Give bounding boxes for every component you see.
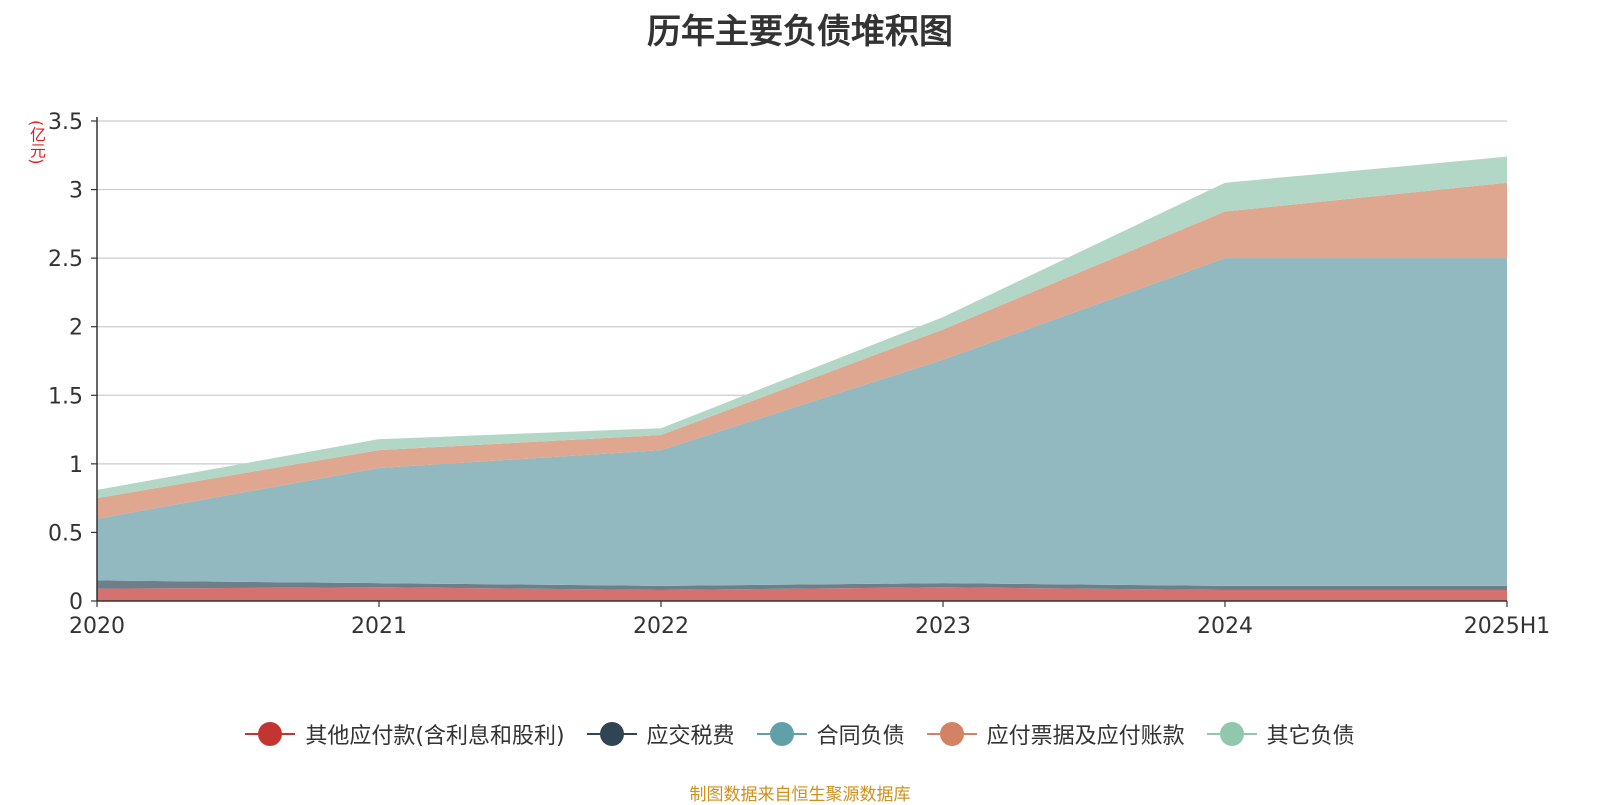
y-tick-label: 0.5 [48,521,83,546]
legend-label: 其他应付款(含利息和股利) [305,718,564,750]
y-tick-label: 3.5 [48,110,83,135]
x-tick-label: 2020 [69,614,125,639]
legend-item[interactable]: 应付票据及应付账款 [927,718,1185,750]
y-tick-label: 1.5 [48,384,83,409]
x-tick-label: 2024 [1197,614,1253,639]
y-tick-label: 0 [69,590,83,615]
legend-swatch-icon [757,722,807,746]
x-tick-label: 2023 [915,614,971,639]
legend-swatch-icon [587,722,637,746]
x-tick-label: 2022 [633,614,689,639]
area-3 [97,258,1507,586]
legend-swatch-dot [1220,722,1244,746]
y-tick-label: 2.5 [48,247,83,272]
legend-swatch-icon [927,722,977,746]
y-tick-label: 3 [69,179,83,204]
legend-swatch-dot [258,722,282,746]
legend-swatch-dot [600,722,624,746]
legend-item[interactable]: 其他应付款(含利息和股利) [245,718,564,750]
source-note: 制图数据来自恒生聚源数据库 [0,780,1600,805]
legend-label: 应付票据及应付账款 [987,718,1185,750]
legend-swatch-icon [1207,722,1257,746]
y-tick-label: 1 [69,453,83,478]
stacked-area-plot: 0 0.5 1 1.5 2 2.5 3 3.5 2020 2021 2022 2023 2024 2025… [0,0,1600,700]
y-tick-label: 2 [69,316,83,341]
legend-item[interactable]: 其它负债 [1207,718,1355,750]
legend: 其他应付款(含利息和股利) 应交税费 合同负债 应付票据及应付账款 其它负债 [0,718,1600,750]
x-tick-label: 2021 [351,614,407,639]
legend-swatch-icon [245,722,295,746]
x-tick-label: 2025H1 [1464,614,1551,639]
legend-label: 合同负债 [817,718,905,750]
legend-label: 应交税费 [647,718,735,750]
legend-swatch-dot [940,722,964,746]
legend-swatch-dot [770,722,794,746]
legend-item[interactable]: 应交税费 [587,718,735,750]
legend-label: 其它负债 [1267,718,1355,750]
legend-item[interactable]: 合同负债 [757,718,905,750]
